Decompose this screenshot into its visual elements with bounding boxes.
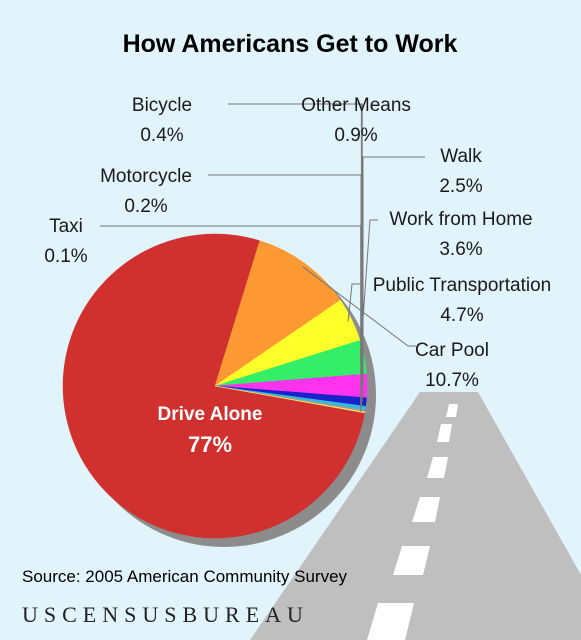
leader-walk [362, 156, 425, 386]
slice-taxi [214, 385, 366, 414]
value-other-means: 0.9% [334, 125, 377, 146]
census-bureau-logo: USCENSUSBUREAU [22, 602, 309, 627]
pie-slices [62, 233, 368, 539]
slice-labels: Drive Alone 77% Car Pool 10.7% Public Transp… [44, 95, 551, 457]
value-public-transportation: 4.7% [440, 305, 483, 326]
label-drive-alone: Drive Alone [158, 404, 263, 425]
leader-work-from-home [359, 219, 378, 358]
road-dash [437, 424, 452, 442]
road-illustration [250, 392, 581, 640]
slice-car-pool [214, 240, 341, 387]
road-dash [393, 546, 430, 575]
leader-public-transportation [347, 283, 362, 322]
value-walk: 2.5% [439, 176, 482, 197]
value-work-from-home: 3.6% [439, 239, 482, 260]
leader-taxi [100, 225, 362, 412]
leader-lines [100, 103, 425, 412]
label-motorcycle: Motorcycle [100, 166, 192, 187]
label-bicycle: Bicycle [132, 95, 192, 116]
road-dash [412, 497, 440, 522]
label-public-transportation: Public Transportation [373, 275, 552, 296]
value-drive-alone: 77% [188, 432, 232, 457]
leader-car-pool [302, 266, 416, 347]
value-bicycle: 0.4% [140, 125, 183, 146]
label-work-from-home: Work from Home [389, 209, 532, 230]
label-other-means: Other Means [301, 95, 411, 116]
road-dash [446, 404, 458, 417]
chart-title: How Americans Get to Work [123, 30, 458, 58]
label-walk: Walk [440, 146, 482, 167]
source-note: Source: 2005 American Community Survey [22, 567, 348, 586]
value-taxi: 0.1% [44, 246, 87, 267]
value-car-pool: 10.7% [425, 370, 479, 391]
value-motorcycle: 0.2% [124, 196, 167, 217]
slice-drive-alone [62, 233, 365, 539]
label-car-pool: Car Pool [415, 340, 489, 361]
label-taxi: Taxi [49, 216, 83, 237]
road-dash [367, 603, 414, 640]
road-dash [427, 457, 448, 478]
